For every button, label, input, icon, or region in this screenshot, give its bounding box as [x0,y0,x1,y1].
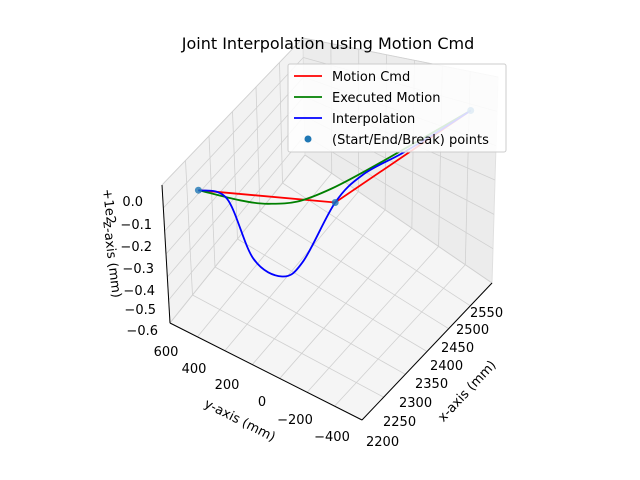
grid-line [192,294,384,398]
x-tick-label: 2350 [415,377,448,392]
z-tick-label: 0.0 [122,195,143,210]
legend: Motion Cmd Executed Motion Interpolation… [287,63,507,153]
x-tick-label: 2550 [470,306,503,321]
x-tick-label: 2450 [441,341,474,356]
z-tick-label: −0.2 [120,240,152,255]
z-axis-line [161,184,171,324]
y-axis-line [169,322,363,421]
grid-line [279,62,283,184]
z-offset-label: +1e2 [99,188,118,225]
grid-line [208,135,216,268]
legend-label: Motion Cmd [332,70,410,85]
grid-line [259,210,449,330]
grid-line [185,160,193,296]
y-axis-label: y-axis (mm) [202,397,278,446]
y-ticks: −400 −200 0 200 400 600 [154,345,350,445]
legend-label: Executed Motion [332,91,440,106]
z-tick-label: −0.3 [122,262,154,277]
legend-frame [287,63,507,153]
data-point [331,199,339,206]
y-tick-label: −400 [314,430,350,445]
data-point [194,186,202,194]
x-tick-label: 2400 [430,359,463,374]
y-tick-label: 600 [154,345,179,360]
grid-line [214,266,406,375]
x-tick-label: 2250 [383,415,416,430]
z-tick-label: −0.6 [126,324,158,339]
grid-line [304,154,493,284]
x-tick-label: 2200 [366,435,399,450]
y-tick-label: −200 [277,413,313,428]
chart-title: Joint Interpolation using Motion Cmd [181,34,474,53]
y-tick-label: 200 [215,378,240,393]
legend-label: Interpolation [332,112,415,127]
grid-line [304,135,494,250]
z-tick-label: −0.1 [120,218,152,233]
z-tick-label: −0.5 [124,303,156,318]
x-ticks: 2200 2250 2300 2350 2400 2450 2500 2550 [366,306,503,450]
x-axis-line [361,282,493,421]
grid-line [237,238,428,352]
y-tick-label: 400 [182,362,207,377]
grid-line [282,182,471,307]
grid-line [255,86,261,212]
z-tick-label: −0.4 [123,284,155,299]
x-tick-label: 2300 [399,396,432,411]
x-tick-label: 2500 [456,323,489,338]
y-tick-label: 0 [258,395,266,410]
z-ticks: 0.0 −0.1 −0.2 −0.3 −0.4 −0.5 −0.6 [120,195,158,339]
legend-swatch-points [304,135,312,143]
legend-label: (Start/End/Break) points [332,133,489,148]
